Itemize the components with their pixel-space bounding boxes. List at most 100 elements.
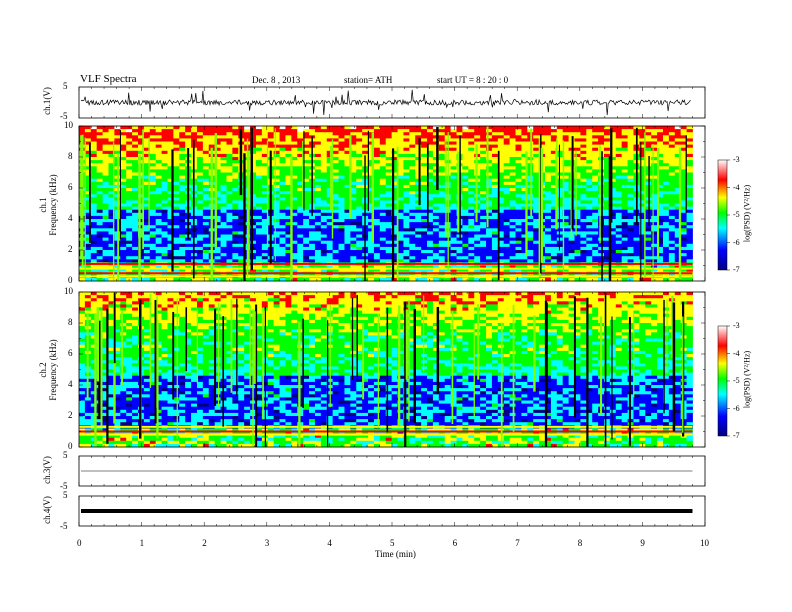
ch1-cell <box>556 215 564 220</box>
ch1-cell <box>84 259 92 263</box>
ch1-cell <box>468 141 475 145</box>
ch1-cell <box>421 194 428 198</box>
ch1-cell <box>155 206 162 211</box>
ch1-cell <box>621 147 628 152</box>
ch1-cell <box>615 126 623 130</box>
ch1-cell <box>261 178 269 183</box>
ch1-cell <box>586 150 593 155</box>
ch1-cell <box>415 234 422 238</box>
ch1-cell <box>255 129 263 133</box>
ch1-cell <box>497 203 505 207</box>
ch1-cell <box>373 191 381 195</box>
ch1-cell <box>226 206 233 211</box>
ch1-cell <box>273 144 280 149</box>
ch1-cell <box>202 188 210 192</box>
ch1-cell <box>232 259 239 263</box>
ch1-cell <box>90 144 98 149</box>
ch1-cell <box>214 172 221 176</box>
ch1-cell <box>108 144 115 149</box>
ch1-cell <box>415 129 422 133</box>
ch1-cell <box>155 194 162 198</box>
ch1-cell <box>309 237 316 242</box>
ch1-cell <box>621 259 628 263</box>
ch1-cell <box>456 253 463 257</box>
ch1-cell <box>167 256 174 260</box>
ch1-cell <box>550 246 558 251</box>
ch1-cell <box>550 243 558 248</box>
ch1-cell <box>173 129 180 133</box>
ch1-cell <box>438 194 446 198</box>
ch1-cell <box>373 184 381 189</box>
ch1-cell <box>102 188 109 192</box>
ch1-cell <box>214 141 221 145</box>
ch1-cell <box>645 132 652 136</box>
ch1-cell <box>350 175 357 180</box>
ch1-cell <box>250 150 257 155</box>
ch1-cell <box>604 175 611 180</box>
ch1-cell <box>196 268 204 273</box>
ch1-cell <box>120 184 127 189</box>
ch1-cell <box>621 163 628 167</box>
ch1-cell <box>214 191 221 195</box>
ch1-cell <box>415 157 422 161</box>
ch1-cell <box>480 268 487 273</box>
ch1-cell <box>621 194 628 198</box>
ch1-cell <box>214 231 221 235</box>
ch1-cell <box>244 129 251 133</box>
ch1-cell <box>438 237 446 242</box>
ch1-cell <box>314 219 322 223</box>
ch1-cell <box>480 175 487 180</box>
ch1-cell <box>509 153 516 158</box>
ch1-cell <box>651 169 658 173</box>
ch1-cell <box>615 157 623 161</box>
ch1-cell <box>320 200 328 204</box>
ch1-cell <box>291 253 298 257</box>
ch1-cell <box>126 135 133 139</box>
ch1-cell <box>314 253 322 257</box>
ch1-cell <box>368 172 375 176</box>
ch1-cell <box>657 132 664 136</box>
ch1-cell <box>173 163 180 167</box>
ch1-cell <box>462 138 469 142</box>
ch1-cell <box>350 231 357 235</box>
ch1-cell <box>556 166 564 170</box>
ch1-cell <box>438 157 446 161</box>
ch1-cell <box>250 268 257 273</box>
ch1-cell <box>250 231 257 235</box>
ch1-cell <box>120 160 127 164</box>
ch1-cell <box>255 181 263 186</box>
ch1-cell <box>314 234 322 238</box>
ch1-cell <box>651 150 658 155</box>
ch1-cell <box>167 163 174 167</box>
ch1-cell <box>539 129 546 133</box>
ch1-cell <box>250 212 257 217</box>
ch1-cell <box>297 181 304 186</box>
ch1-cell <box>515 144 522 149</box>
ch1-cell <box>615 203 623 207</box>
ch1-cell <box>480 265 487 269</box>
ch1-cell <box>250 144 257 149</box>
ch1-cell <box>468 172 475 176</box>
ch1-cell <box>132 181 139 186</box>
ch1-cell <box>273 160 280 164</box>
ch1-cell <box>450 206 457 211</box>
ch1-cell <box>421 206 428 211</box>
ch1-cell <box>521 222 528 226</box>
ch1-cell <box>645 253 652 257</box>
ch1-cell <box>291 209 298 214</box>
ch1-cell <box>586 188 593 192</box>
ch1-cell <box>533 197 540 201</box>
ch1-cell <box>279 277 286 282</box>
ch1-cell <box>545 231 552 235</box>
ch1-cell <box>338 135 345 139</box>
ch1-cell <box>120 141 127 145</box>
ch1-cell <box>202 250 210 254</box>
ch1-cell <box>226 178 233 183</box>
ch1-cell <box>403 209 410 214</box>
ch1-cell <box>350 200 357 204</box>
ch1-cell <box>102 259 109 263</box>
ch1-cell <box>220 206 227 211</box>
ch1-cell <box>273 209 280 214</box>
ch1-cell <box>279 243 286 248</box>
ch1-cell <box>468 163 475 167</box>
